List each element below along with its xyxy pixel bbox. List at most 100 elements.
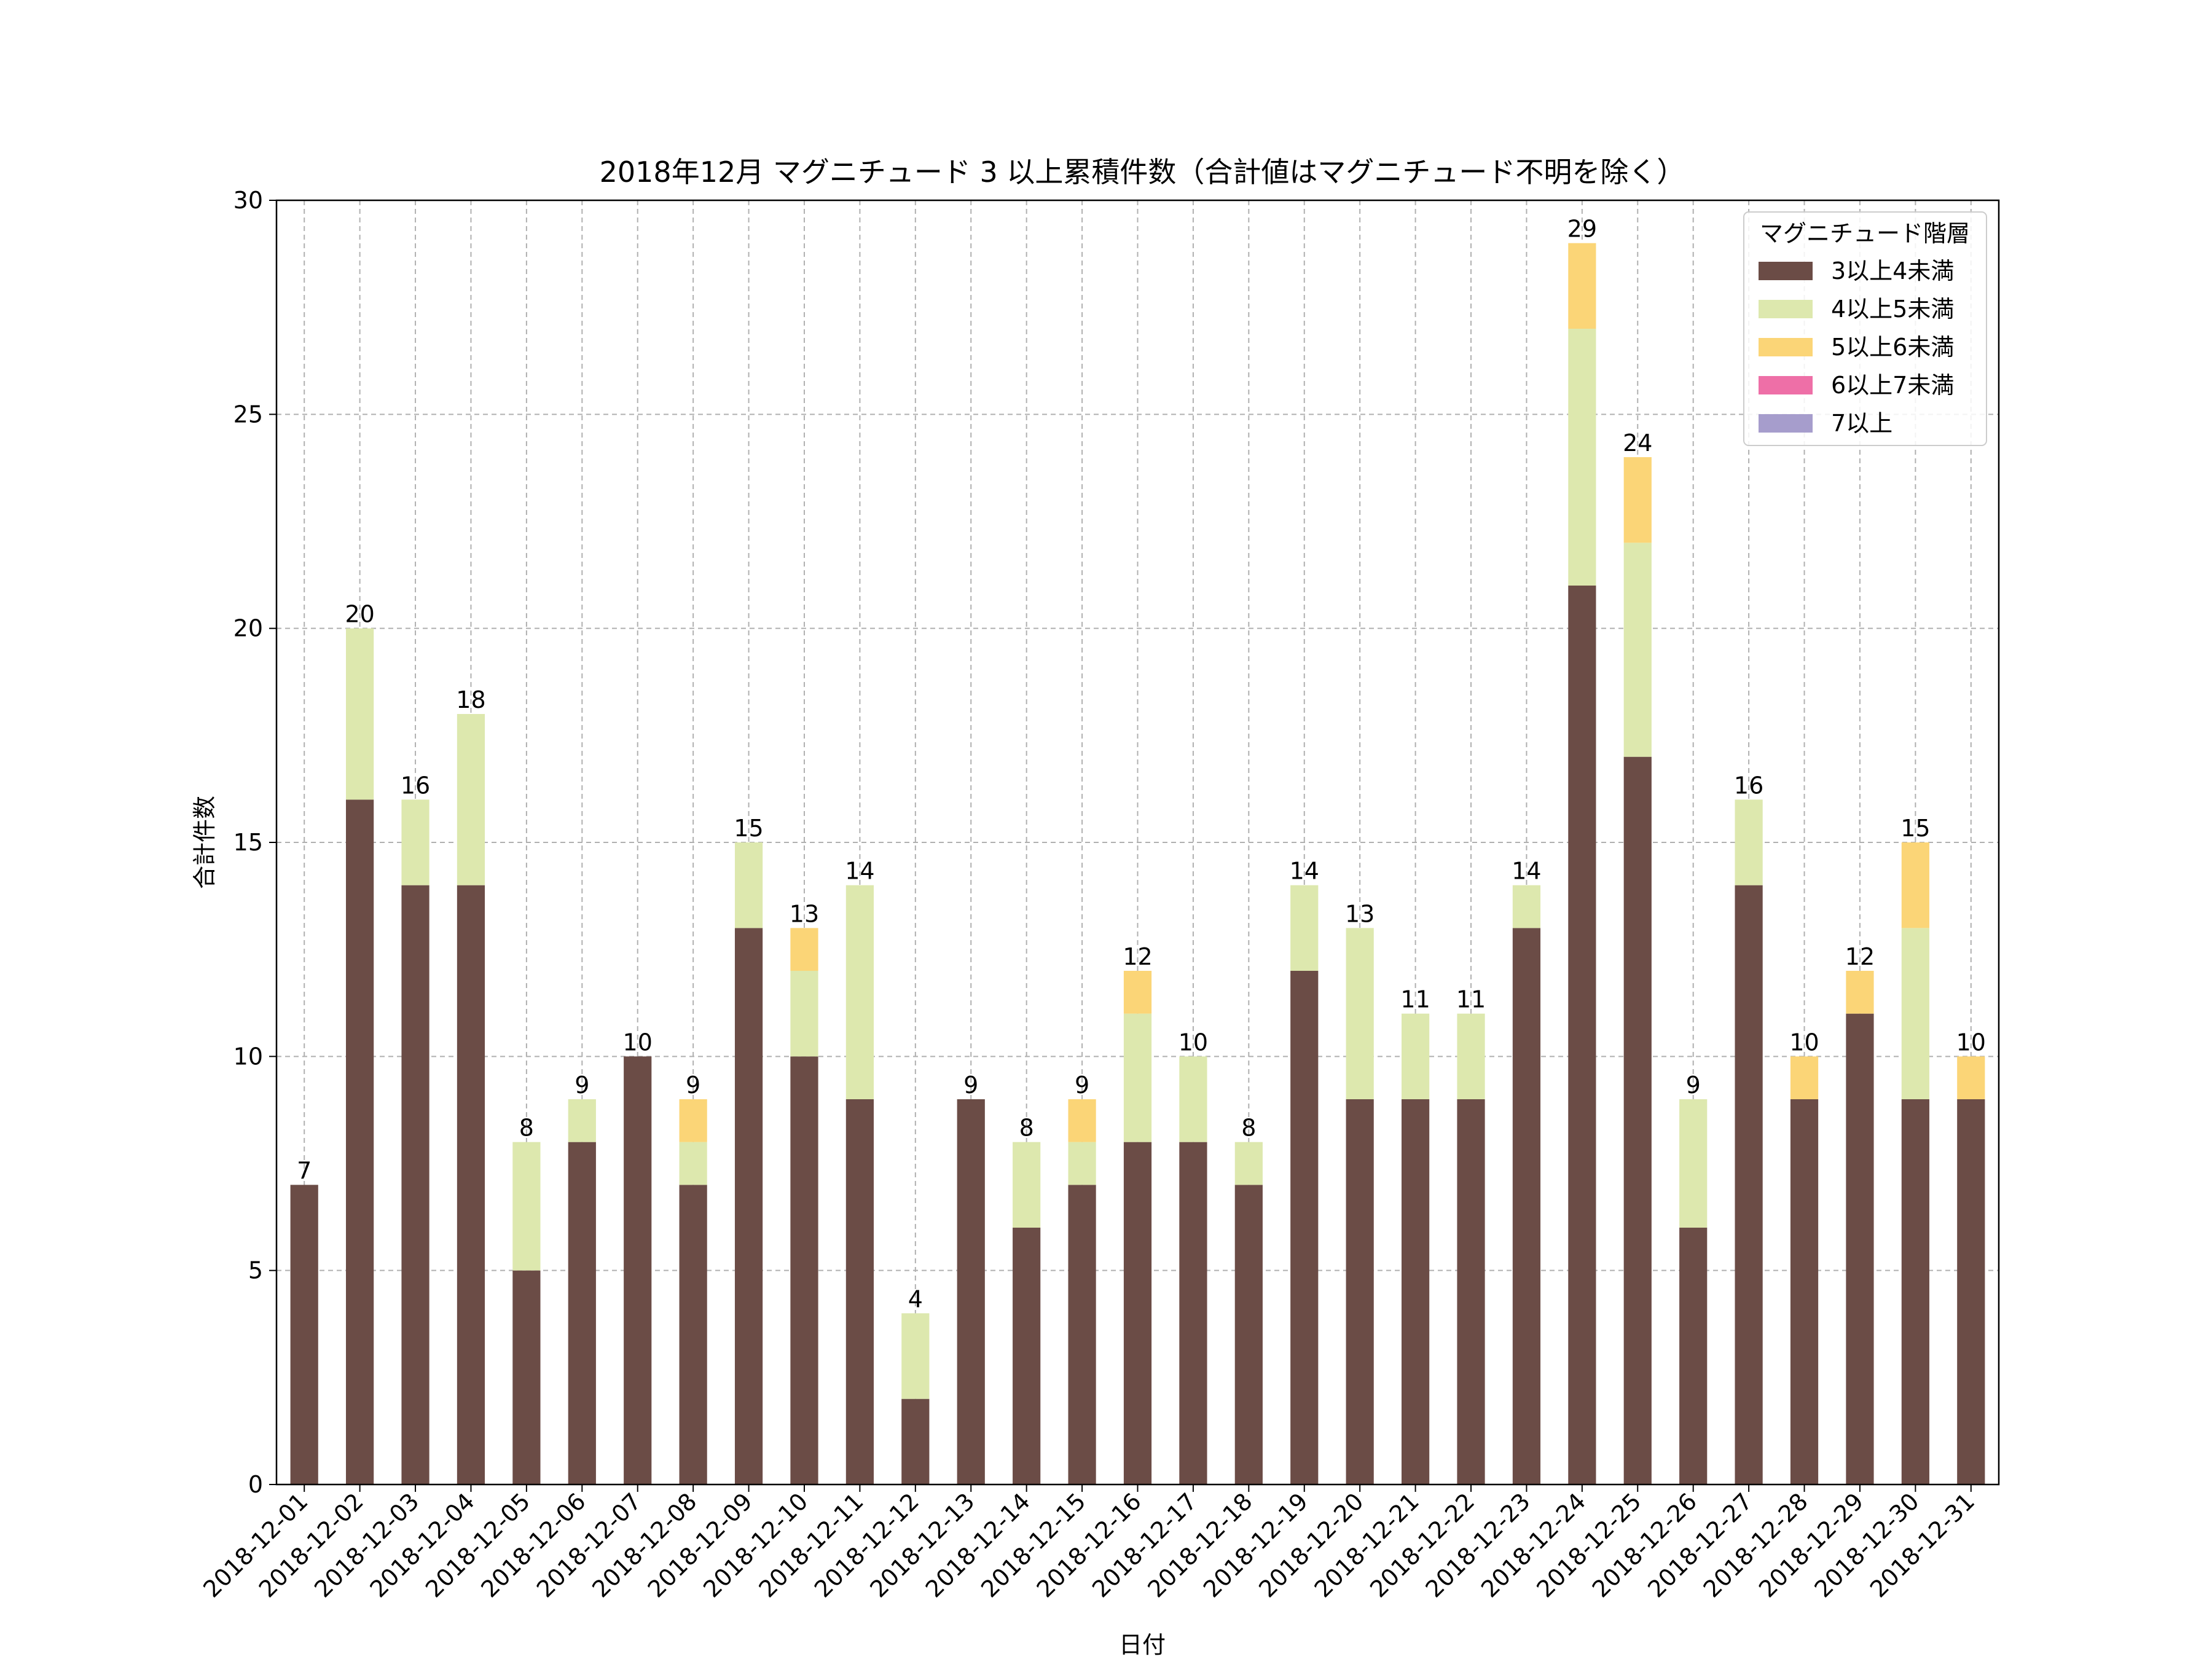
y-tick-label: 25 [233,401,263,428]
bar-segment-1 [1290,971,1319,1484]
bar-segment-2 [1290,885,1319,971]
bar-total-label: 16 [401,772,430,799]
bar-total-label: 9 [686,1072,700,1099]
legend-entry: 6以上7未満 [1759,372,1954,399]
bar-total-label: 13 [1345,900,1375,927]
bar-segment-1 [401,885,429,1484]
bar-segment-2 [901,1313,930,1399]
bars [290,243,1985,1484]
bar-total-label: 11 [1400,986,1430,1013]
bar-segment-1 [457,885,485,1484]
bar-segment-1 [1568,586,1596,1484]
y-tick-label: 30 [233,187,263,214]
x-axis-label: 日付 [1119,1631,1166,1658]
bar-total-label: 15 [734,815,763,842]
legend: マグニチュード階層 3以上4未満 4以上5未満 5以上6未満 6以上7未満 7以… [1743,211,1987,446]
bar-segment-2 [1457,1013,1485,1099]
legend-swatch [1759,376,1813,394]
bar-segment-2 [1901,928,1929,1099]
bar-segment-2 [679,1142,707,1185]
bar-total-label: 11 [1456,986,1486,1013]
bar-segment-2 [734,842,763,928]
bar-total-label: 10 [1179,1029,1208,1056]
x-axis: 2018-12-012018-12-022018-12-032018-12-04… [198,1484,1980,1603]
y-tick-label: 20 [233,615,263,642]
bar-segment-3 [1846,971,1874,1014]
bar-segment-2 [1679,1099,1708,1228]
bar-segment-1 [290,1185,318,1484]
bar-segment-2 [1735,799,1763,885]
bar-segment-1 [1068,1185,1096,1484]
bar-segment-2 [346,628,374,800]
bar-segment-1 [790,1056,818,1484]
legend-entry: 3以上4未満 [1759,257,1954,284]
bar-segment-1 [1123,1142,1152,1484]
legend-entry: 5以上6未満 [1759,334,1954,361]
bar-total-label: 4 [908,1285,923,1312]
bar-total-label: 18 [456,686,485,713]
bar-total-label: 10 [1789,1029,1819,1056]
bar-segment-2 [457,714,485,885]
bar-total-label: 8 [1019,1115,1034,1142]
bar-segment-1 [1679,1228,1708,1484]
bar-segment-1 [1623,756,1652,1484]
bar-segment-1 [624,1056,652,1484]
bar-segment-1 [845,1099,874,1484]
legend-swatch [1759,262,1813,280]
bar-segment-1 [957,1099,985,1484]
bar-segment-1 [1957,1099,1985,1484]
bar-total-label: 9 [963,1072,978,1099]
bar-segment-2 [1013,1142,1041,1228]
bar-segment-3 [790,928,818,971]
bar-segment-2 [1068,1142,1096,1185]
y-tick-label: 0 [248,1471,263,1498]
bar-segment-1 [901,1398,930,1484]
bar-segment-1 [1179,1142,1207,1484]
bar-total-label: 10 [623,1029,653,1056]
chart-title: 2018年12月 マグニチュード 3 以上累積件数（合計値はマグニチュード不明を… [600,155,1685,189]
legend-label: 4以上5未満 [1831,296,1954,323]
bar-segment-3 [679,1099,707,1142]
bar-total-label: 8 [1241,1115,1256,1142]
bar-segment-2 [845,885,874,1099]
legend-title: マグニチュード階層 [1760,220,1970,247]
y-tick-label: 10 [233,1043,263,1070]
bar-total-label: 24 [1623,429,1652,457]
bar-segment-2 [401,799,429,885]
bar-total-label: 12 [1123,943,1152,970]
y-axis: 0 5 10 15 20 25 30 [233,187,276,1498]
bar-total-label: 10 [1956,1029,1986,1056]
legend-swatch [1759,300,1813,318]
bar-segment-3 [1901,842,1929,928]
bar-segment-2 [1346,928,1374,1099]
bar-segment-1 [1346,1099,1374,1484]
bar-segment-1 [1735,885,1763,1484]
bar-segment-1 [734,928,763,1484]
bar-total-label: 20 [345,601,374,628]
bar-segment-1 [568,1142,596,1484]
bar-segment-2 [1234,1142,1263,1185]
bar-segment-1 [1457,1099,1485,1484]
total-labels: 7 20 16 18 8 9 10 9 15 13 14 4 9 8 9 12 10 8 14 13 11 11 14 29 2… [297,216,1986,1313]
bar-segment-3 [1623,457,1652,543]
legend-swatch [1759,338,1813,356]
bar-segment-1 [1512,928,1541,1484]
bar-segment-1 [512,1270,541,1484]
bar-segment-2 [512,1142,541,1271]
legend-entry: 7以上 [1759,410,1892,437]
bar-segment-3 [1068,1099,1096,1142]
bar-segment-2 [1401,1013,1430,1099]
bar-total-label: 15 [1900,815,1930,842]
bar-segment-2 [790,971,818,1057]
legend-swatch [1759,414,1813,433]
bar-segment-1 [1234,1185,1263,1484]
bar-total-label: 9 [575,1072,589,1099]
bar-segment-1 [346,799,374,1484]
bar-segment-1 [1901,1099,1929,1484]
bar-segment-1 [1846,1013,1874,1484]
legend-label: 6以上7未満 [1831,372,1954,399]
bar-segment-1 [679,1185,707,1484]
bar-total-label: 14 [1512,858,1541,885]
bar-total-label: 9 [1686,1072,1701,1099]
